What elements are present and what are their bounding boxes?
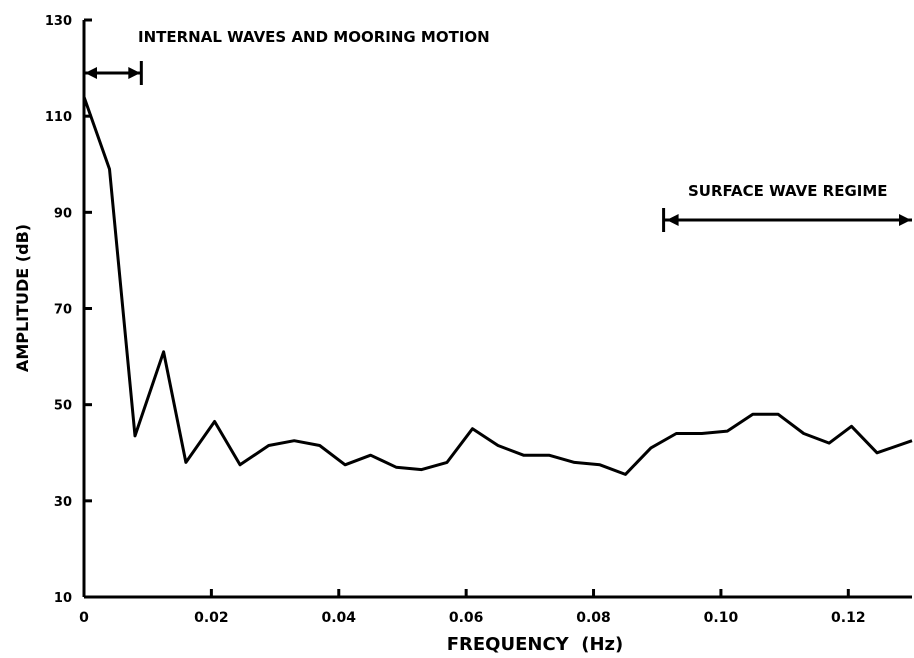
x-tick-label: 0.02 xyxy=(194,610,229,626)
x-ticks: 0 0.02 0.04 0.06 0.08 0.10 0.12 xyxy=(79,589,866,626)
y-tick-label: 90 xyxy=(54,206,72,221)
internal-waves-annotation: INTERNAL WAVES AND MOORING MOTION xyxy=(84,28,490,85)
x-tick-label: 0 xyxy=(79,610,89,626)
x-tick-label: 0.06 xyxy=(449,610,484,626)
y-tick-label: 30 xyxy=(54,495,72,510)
surface-wave-arrowhead-right xyxy=(899,214,911,226)
y-ticks: 10 30 50 70 90 110 130 xyxy=(45,14,92,606)
internal-waves-arrowhead-right xyxy=(128,67,141,79)
internal-waves-label: INTERNAL WAVES AND MOORING MOTION xyxy=(138,28,490,46)
y-tick-label: 130 xyxy=(45,14,72,29)
surface-wave-label: SURFACE WAVE REGIME xyxy=(688,182,888,200)
y-tick-label: 110 xyxy=(45,110,72,125)
y-tick-label: 10 xyxy=(54,591,72,606)
x-tick-label: 0.04 xyxy=(321,610,356,626)
x-tick-label: 0.12 xyxy=(831,610,866,626)
x-tick-label: 0.10 xyxy=(704,610,739,626)
x-axis-label: FREQUENCY (Hz) xyxy=(447,634,624,655)
y-tick-label: 70 xyxy=(54,303,72,318)
surface-wave-annotation: SURFACE WAVE REGIME xyxy=(662,182,912,232)
y-axis-label: AMPLITUDE (dB) xyxy=(13,224,32,372)
surface-wave-arrowhead-left xyxy=(666,214,679,226)
y-tick-label: 50 xyxy=(54,399,72,414)
internal-waves-arrowhead-left xyxy=(85,67,97,79)
x-tick-label: 0.08 xyxy=(576,610,611,626)
amplitude-series-line xyxy=(82,96,913,476)
